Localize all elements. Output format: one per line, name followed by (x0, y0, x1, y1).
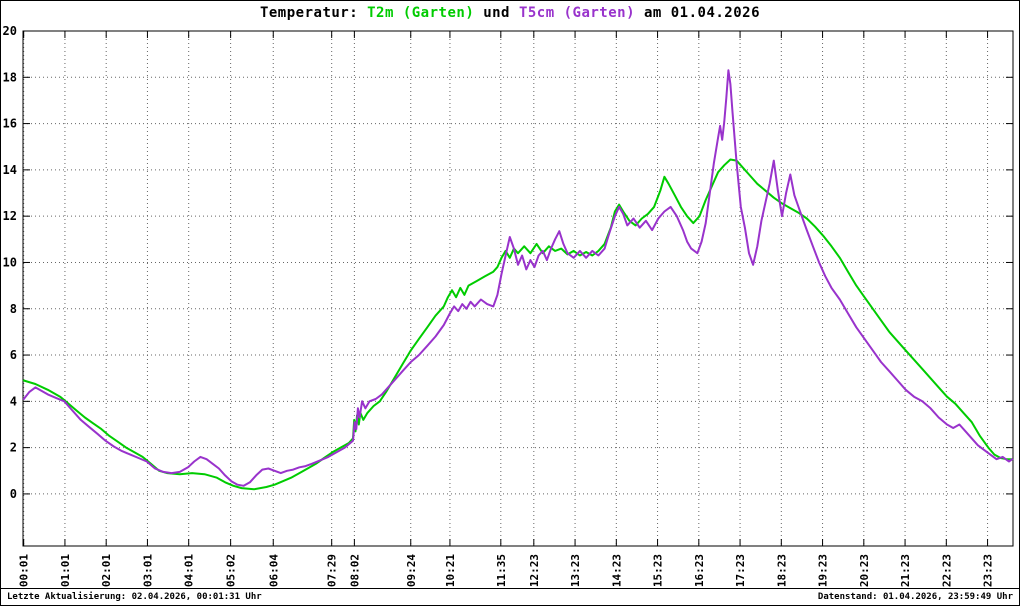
axis-tick-labels: 00:01 01:01 02:01 03:01 04:01 05:02 06:04 07:29… (3, 24, 995, 587)
title-series-t2m: T2m (Garten) (367, 5, 475, 21)
plot-border (22, 30, 1014, 547)
x-tick-label: 19:23 (817, 554, 830, 587)
title-prefix: Temperatur: (259, 5, 359, 21)
y-tick-label: 10 (3, 255, 17, 269)
x-tick-label: 22:23 (940, 554, 953, 587)
title-conjunction: und (483, 5, 510, 21)
x-tick-label: 23:23 (982, 554, 995, 587)
x-tick-label: 16:23 (693, 554, 706, 587)
x-tick-label: 12:23 (528, 554, 541, 587)
x-tick-label: 08:02 (348, 554, 361, 587)
last-update-text: Letzte Aktualisierung: 02.04.2026, 00:01… (7, 592, 262, 602)
y-tick-label: 6 (10, 348, 17, 362)
x-tick-label: 00:01 (18, 554, 31, 587)
x-tick-label: 20:23 (858, 554, 871, 587)
y-tick-label: 12 (3, 209, 17, 223)
y-tick-label: 4 (10, 394, 17, 408)
title-date: am 01.04.2026 (643, 5, 761, 21)
x-tick-label: 14:23 (610, 554, 623, 587)
x-tick-label: 17:23 (734, 554, 747, 587)
x-tick-label: 06:04 (267, 554, 280, 587)
series-line-t2m (22, 158, 1014, 491)
series-line-t5cm (22, 69, 1014, 487)
chart-title: Temperatur: T2m (Garten) und T5cm (Garte… (1, 5, 1019, 21)
x-tick-label: 01:01 (59, 554, 72, 587)
x-tick-label: 02:01 (100, 554, 113, 587)
x-tick-label: 10:21 (444, 554, 457, 587)
title-series-t5cm: T5cm (Garten) (518, 5, 636, 21)
y-tick-label: 16 (3, 117, 17, 131)
x-tick-label: 07:29 (326, 554, 339, 587)
x-tick-label: 04:01 (183, 554, 196, 587)
x-tick-label: 13:23 (569, 554, 582, 587)
y-tick-label: 20 (3, 24, 17, 38)
data-timestamp-text: Datenstand: 01.04.2026, 23:59:49 Uhr (817, 592, 1013, 602)
y-tick-label: 0 (10, 487, 17, 501)
grid-lines (23, 30, 1013, 546)
y-tick-label: 8 (10, 302, 17, 316)
x-tick-label: 05:02 (225, 554, 238, 587)
x-tick-label: 15:23 (652, 554, 665, 587)
y-tick-label: 18 (3, 70, 17, 84)
x-tick-label: 11:35 (495, 554, 508, 587)
axis-ticks (23, 30, 1013, 546)
x-tick-label: 03:01 (141, 554, 154, 587)
y-tick-label: 2 (10, 441, 17, 455)
series-lines (22, 69, 1014, 491)
x-tick-label: 09:24 (405, 554, 418, 587)
x-tick-label: 18:23 (775, 554, 788, 587)
x-tick-label: 21:23 (899, 554, 912, 587)
y-tick-label: 14 (3, 163, 17, 177)
